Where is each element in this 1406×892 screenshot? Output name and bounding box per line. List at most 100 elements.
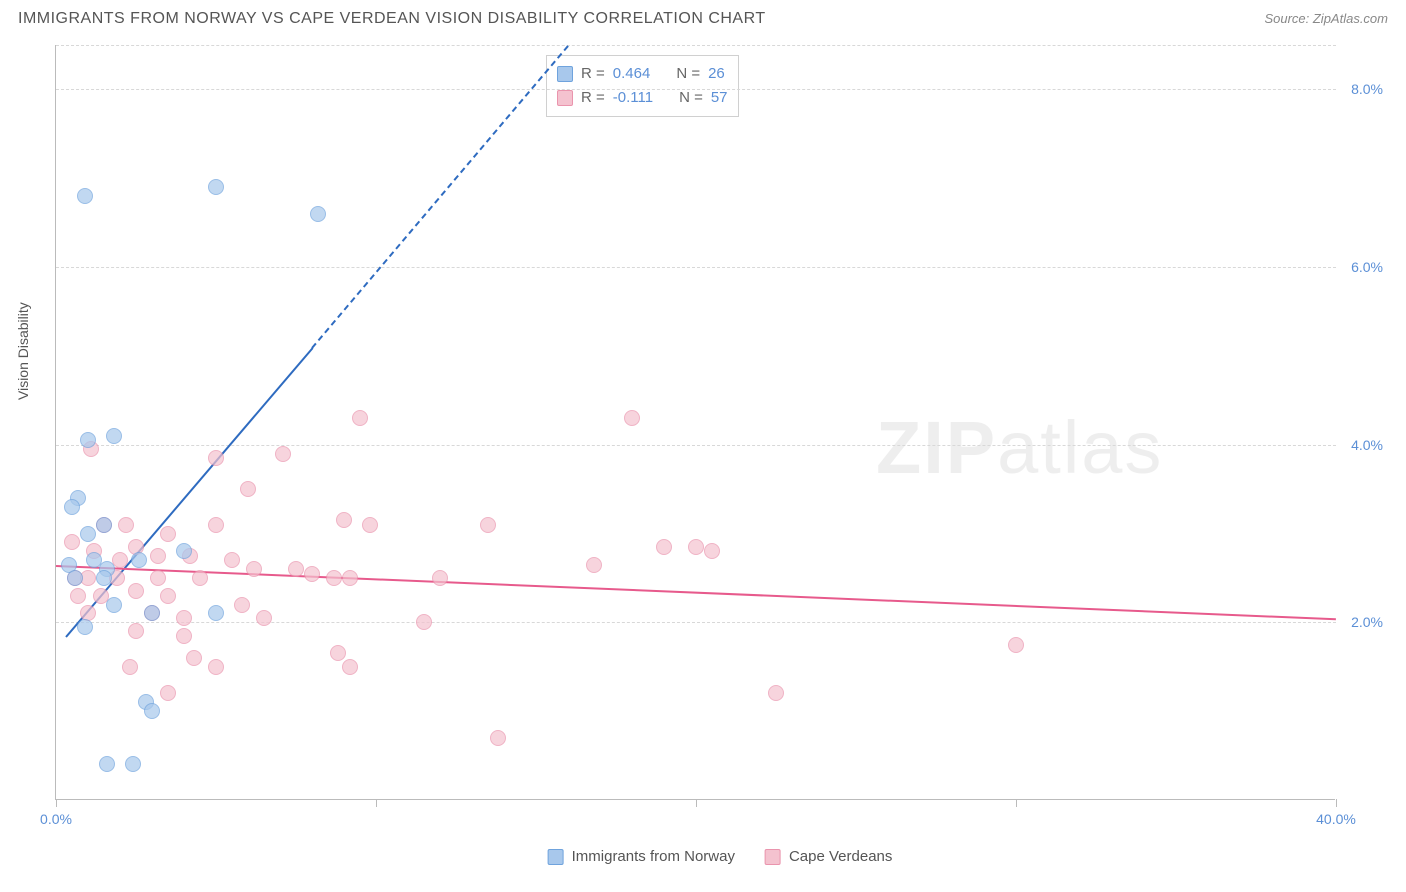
- data-point: [160, 526, 176, 542]
- watermark: ZIPatlas: [876, 405, 1163, 490]
- header: IMMIGRANTS FROM NORWAY VS CAPE VERDEAN V…: [18, 10, 1388, 28]
- data-point: [330, 645, 346, 661]
- data-point: [150, 548, 166, 564]
- data-point: [150, 570, 166, 586]
- page-title: IMMIGRANTS FROM NORWAY VS CAPE VERDEAN V…: [18, 10, 766, 28]
- x-tick-label: 0.0%: [40, 811, 72, 827]
- data-point: [275, 446, 291, 462]
- stat-n-value: 26: [708, 62, 725, 86]
- data-point: [416, 614, 432, 630]
- data-point: [586, 557, 602, 573]
- gridline: [56, 267, 1336, 268]
- legend-stats-row: R = 0.464 N = 26: [557, 62, 728, 86]
- data-point: [118, 517, 134, 533]
- data-point: [432, 570, 448, 586]
- y-tick-label: 6.0%: [1351, 259, 1383, 275]
- gridline: [56, 445, 1336, 446]
- source-attribution: Source: ZipAtlas.com: [1264, 11, 1388, 26]
- legend-label: Cape Verdeans: [789, 848, 892, 865]
- correlation-chart: Vision Disability ZIPatlas R = 0.464 N =…: [55, 45, 1385, 835]
- data-point: [106, 597, 122, 613]
- data-point: [342, 659, 358, 675]
- plot-area: ZIPatlas R = 0.464 N = 26 R = -0.111 N =…: [55, 45, 1335, 800]
- watermark-atlas: atlas: [997, 406, 1163, 489]
- y-tick-label: 2.0%: [1351, 614, 1383, 630]
- x-tick: [56, 799, 57, 807]
- swatch-norway: [548, 849, 564, 865]
- x-tick: [1016, 799, 1017, 807]
- data-point: [208, 605, 224, 621]
- data-point: [208, 179, 224, 195]
- gridline: [56, 622, 1336, 623]
- data-point: [704, 543, 720, 559]
- swatch-norway: [557, 66, 573, 82]
- data-point: [208, 659, 224, 675]
- data-point: [144, 605, 160, 621]
- data-point: [106, 428, 122, 444]
- data-point: [96, 570, 112, 586]
- data-point: [288, 561, 304, 577]
- data-point: [160, 588, 176, 604]
- watermark-zip: ZIP: [876, 406, 997, 489]
- bottom-legend: Immigrants from Norway Cape Verdeans: [548, 848, 893, 865]
- data-point: [310, 206, 326, 222]
- data-point: [122, 659, 138, 675]
- trend-line-dashed: [311, 45, 569, 348]
- data-point: [768, 685, 784, 701]
- data-point: [176, 543, 192, 559]
- stat-n-label: N =: [676, 62, 700, 86]
- data-point: [656, 539, 672, 555]
- data-point: [336, 512, 352, 528]
- data-point: [67, 570, 83, 586]
- data-point: [176, 628, 192, 644]
- stat-r-label: R =: [581, 62, 605, 86]
- legend-item-capeverdean: Cape Verdeans: [765, 848, 892, 865]
- data-point: [326, 570, 342, 586]
- legend-stats: R = 0.464 N = 26 R = -0.111 N = 57: [546, 55, 739, 117]
- data-point: [64, 499, 80, 515]
- data-point: [70, 588, 86, 604]
- data-point: [224, 552, 240, 568]
- data-point: [256, 610, 272, 626]
- data-point: [342, 570, 358, 586]
- data-point: [208, 517, 224, 533]
- legend-label: Immigrants from Norway: [572, 848, 735, 865]
- data-point: [234, 597, 250, 613]
- data-point: [624, 410, 640, 426]
- data-point: [77, 188, 93, 204]
- data-point: [80, 432, 96, 448]
- data-point: [131, 552, 147, 568]
- swatch-capeverdean: [765, 849, 781, 865]
- source-prefix: Source:: [1264, 11, 1312, 26]
- source-name: ZipAtlas.com: [1313, 11, 1388, 26]
- legend-item-norway: Immigrants from Norway: [548, 848, 735, 865]
- data-point: [240, 481, 256, 497]
- y-tick-label: 8.0%: [1351, 81, 1383, 97]
- data-point: [192, 570, 208, 586]
- data-point: [96, 517, 112, 533]
- data-point: [64, 534, 80, 550]
- data-point: [490, 730, 506, 746]
- data-point: [1008, 637, 1024, 653]
- swatch-capeverdean: [557, 90, 573, 106]
- data-point: [186, 650, 202, 666]
- y-axis-title: Vision Disability: [15, 302, 31, 400]
- stat-r-value: 0.464: [613, 62, 651, 86]
- gridline: [56, 89, 1336, 90]
- gridline: [56, 45, 1336, 46]
- data-point: [304, 566, 320, 582]
- data-point: [208, 450, 224, 466]
- x-tick: [696, 799, 697, 807]
- data-point: [80, 526, 96, 542]
- data-point: [352, 410, 368, 426]
- data-point: [77, 619, 93, 635]
- data-point: [128, 583, 144, 599]
- x-tick: [376, 799, 377, 807]
- data-point: [480, 517, 496, 533]
- x-tick: [1336, 799, 1337, 807]
- data-point: [176, 610, 192, 626]
- data-point: [128, 623, 144, 639]
- data-point: [99, 756, 115, 772]
- data-point: [688, 539, 704, 555]
- y-tick-label: 4.0%: [1351, 437, 1383, 453]
